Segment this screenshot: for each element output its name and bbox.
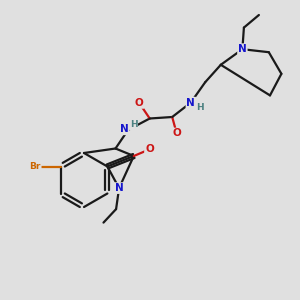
Text: O: O	[135, 98, 144, 108]
Text: N: N	[115, 183, 124, 193]
Text: H: H	[196, 103, 204, 112]
Text: O: O	[172, 128, 181, 139]
Text: N: N	[120, 124, 129, 134]
Text: N: N	[238, 44, 247, 54]
Text: O: O	[145, 144, 154, 154]
Text: Br: Br	[29, 162, 41, 171]
Text: H: H	[130, 120, 137, 129]
Text: N: N	[186, 98, 195, 108]
